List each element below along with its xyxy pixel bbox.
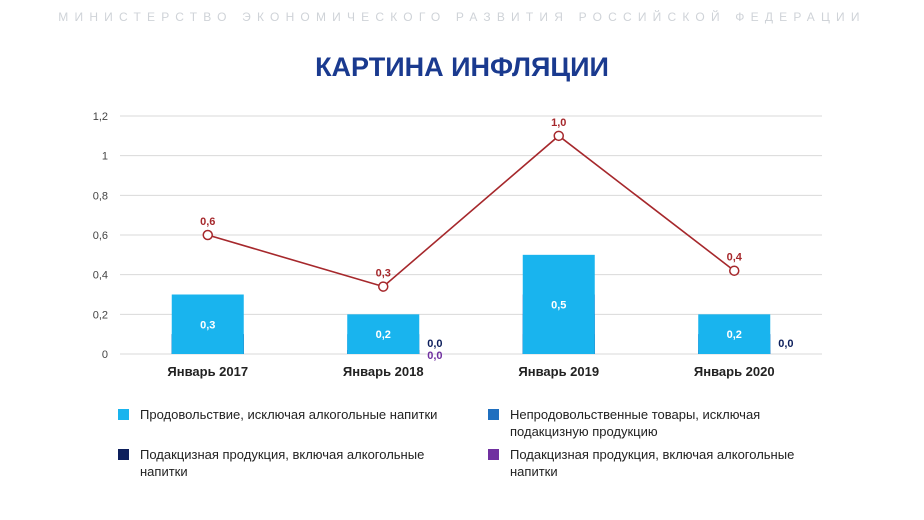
segment-value-label: 0,2 (376, 329, 391, 341)
x-axis-ticks: Январь 2017 Январь 2018 Январь 2019 Январь … (167, 364, 774, 379)
legend-item-food: Продовольствие, исключая алкогольные нап… (118, 406, 438, 423)
bar-segment (347, 314, 420, 354)
total-inflation-line: 0,6 0,3 1,0 0,4 (200, 117, 743, 292)
legend-swatch (488, 449, 499, 460)
legend-label: Подакцизная продукция, включая алкогольн… (510, 447, 795, 479)
legend-item-excise-dark: Подакцизная продукция, включая алкогольн… (118, 446, 438, 480)
line-point (202, 229, 213, 241)
y-tick-label: 1 (102, 151, 108, 163)
total-line (207, 134, 735, 288)
stacked-bars: 0,10,10,10,30,00,00,10,20,30,10,20,50,10… (171, 254, 794, 362)
bar-segment (522, 254, 595, 354)
segment-value-label: 0,0 (778, 338, 793, 350)
chart-title: КАРТИНА ИНФЛЯЦИИ (315, 52, 609, 82)
legend-label: Продовольствие, исключая алкогольные нап… (140, 407, 438, 422)
legend-item-excise-purple: Подакцизная продукция, включая алкогольн… (488, 446, 808, 480)
x-tick-label: Январь 2018 (343, 364, 424, 379)
segment-value-label: 0,0 (427, 338, 442, 350)
x-tick-label: Январь 2019 (518, 364, 599, 379)
x-tick-label: Январь 2020 (694, 364, 775, 379)
line-value-label: 0,3 (376, 268, 391, 280)
legend-label: Непродовольственные товары, исключая под… (510, 407, 761, 439)
line-point (729, 265, 740, 276)
line-point (378, 281, 389, 292)
line-value-label: 0,6 (200, 216, 215, 228)
line-value-label: 0,4 (727, 252, 743, 264)
y-tick-label: 0 (102, 349, 108, 361)
bar-segment (171, 294, 244, 354)
y-tick-label: 0,2 (93, 309, 108, 321)
ministry-header: МИНИСТЕРСТВО ЭКОНОМИЧЕСКОГО РАЗВИТИЯ РОС… (58, 10, 866, 24)
segment-value-label: 0,3 (200, 319, 215, 331)
y-tick-label: 1,2 (93, 111, 108, 123)
segment-value-label: 0,5 (551, 299, 566, 311)
legend-label: Подакцизная продукция, включая алкогольн… (140, 447, 425, 479)
line-value-label: 1,0 (551, 117, 566, 129)
legend-swatch (488, 409, 499, 420)
segment-value-label: 0,0 (427, 350, 442, 362)
x-tick-label: Январь 2017 (167, 364, 248, 379)
inflation-chart: 00,20,40,60,811,2 0,10,10,10,30,00,00,10… (93, 111, 822, 379)
segment-value-label: 0,2 (727, 329, 742, 341)
y-axis-ticks: 0 0,2 0,4 0,6 0,8 1 1,2 (93, 111, 108, 361)
line-point (553, 130, 564, 142)
legend-swatch (118, 449, 129, 460)
legend-swatch (118, 409, 129, 420)
y-tick-label: 0,8 (93, 190, 108, 202)
y-tick-label: 0,6 (93, 230, 108, 242)
legend-item-nonfood: Непродовольственные товары, исключая под… (488, 406, 808, 440)
bar-segment (698, 314, 771, 354)
y-tick-label: 0,4 (93, 270, 108, 282)
